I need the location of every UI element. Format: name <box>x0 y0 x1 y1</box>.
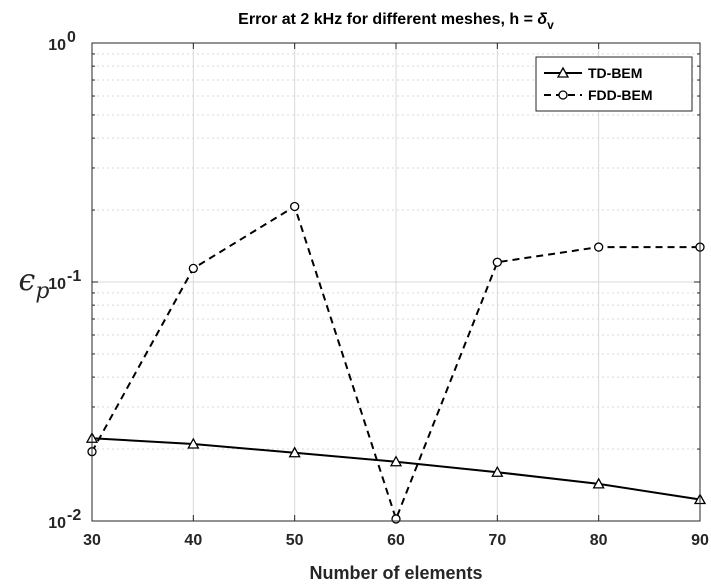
plot-area <box>85 42 707 524</box>
x-tick-label: 70 <box>488 532 506 549</box>
plot-frame <box>91 42 701 522</box>
y-tick-exponent: 0 <box>67 29 76 46</box>
x-tick-label: 30 <box>83 532 101 549</box>
series-layer <box>85 201 707 524</box>
x-tick-label: 80 <box>590 532 608 549</box>
data-point <box>389 455 403 467</box>
data-point <box>491 465 504 477</box>
legend-marker <box>556 66 570 78</box>
y-tick-exponent: -1 <box>67 268 81 285</box>
data-point <box>188 263 198 274</box>
data-point <box>290 201 300 212</box>
data-point <box>594 242 604 252</box>
data-point <box>391 514 401 524</box>
legend-label: TD-BEM <box>588 65 642 81</box>
x-axis-title: Number of elements <box>309 563 482 583</box>
data-point <box>492 257 502 267</box>
data-point <box>288 446 301 458</box>
y-tick-exponent: -2 <box>67 507 81 524</box>
series-fdd-bem <box>87 201 705 524</box>
legend-marker <box>558 90 568 100</box>
x-axis-tick-labels: 30 40 50 60 70 80 90 <box>83 532 709 549</box>
x-tick-label: 60 <box>387 532 405 549</box>
legend-item: FDD-BEM <box>544 87 653 103</box>
data-point <box>592 477 605 489</box>
gridlines <box>92 43 700 521</box>
legend-item: TD-BEM <box>544 65 642 81</box>
x-tick-label: 90 <box>691 532 709 549</box>
data-point <box>187 437 200 449</box>
x-tick-label: 50 <box>286 532 304 549</box>
y-tick-label: 10 <box>48 276 66 293</box>
y-tick-label: 10 <box>48 37 66 54</box>
legend: TD-BEM FDD-BEM <box>535 56 693 112</box>
x-tick-label: 40 <box>184 532 202 549</box>
legend-box <box>535 56 693 112</box>
chart-title: Error at 2 kHz for different meshes, h =… <box>238 11 554 32</box>
legend-label: FDD-BEM <box>588 87 653 103</box>
y-axis-title: ϵp <box>19 263 50 304</box>
y-tick-label: 10 <box>48 515 66 532</box>
